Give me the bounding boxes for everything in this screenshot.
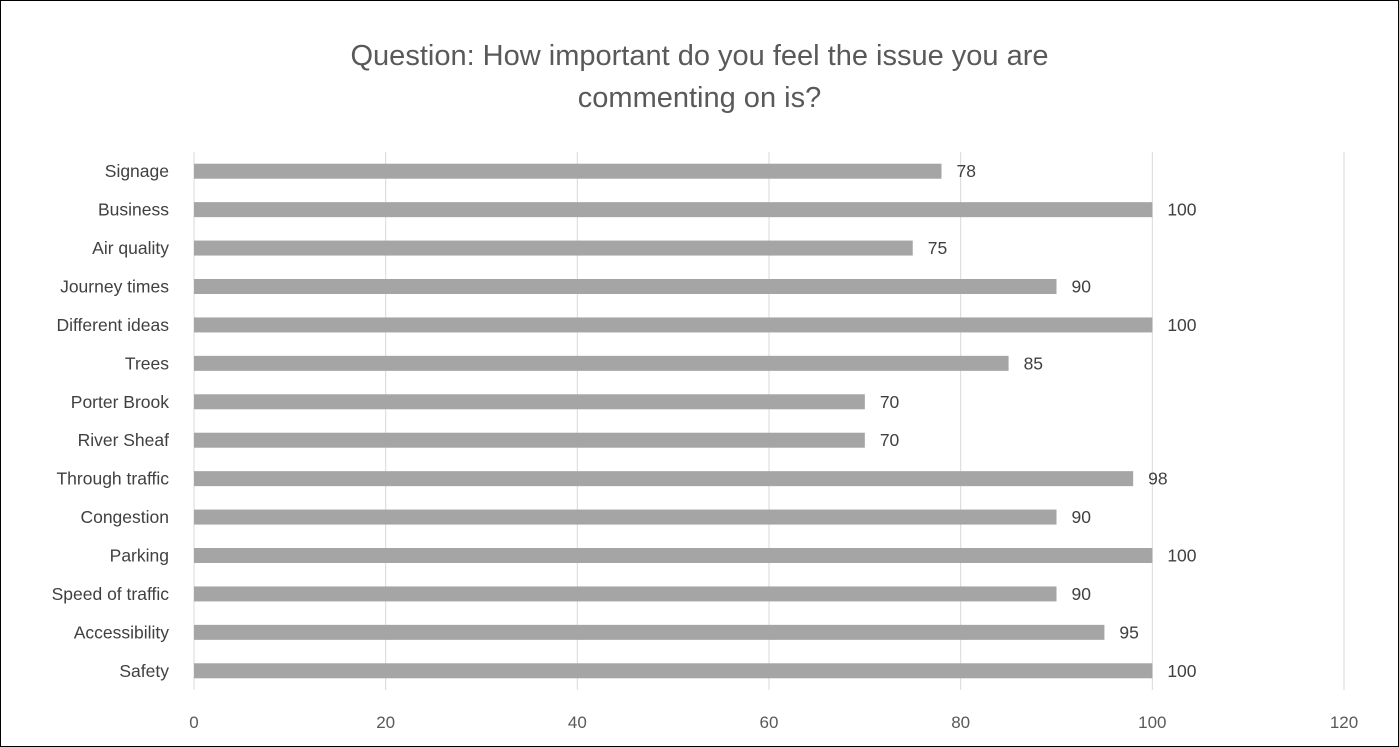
category-label-13: Safety [119,661,169,681]
bar-3 [194,279,1057,294]
data-label-0: 78 [957,161,976,181]
chart-title-line-2: commenting on is? [577,82,822,114]
data-label-10: 100 [1167,546,1196,566]
category-label-5: Trees [125,353,169,373]
x-tick-label-0: 0 [189,713,198,732]
gridlines [193,152,1345,690]
chart-title: Question: How important do you feel the … [1,35,1398,119]
x-tick-labels: 0 20 40 60 80 100 120 [189,713,1358,732]
bar-13 [194,663,1153,679]
x-tick-label-1: 20 [376,713,395,732]
data-label-12: 95 [1119,622,1138,642]
x-tick-label-2: 40 [568,713,587,732]
data-label-3: 90 [1072,277,1092,297]
bar-11 [194,586,1057,602]
category-label-7: River Sheaf [78,430,170,450]
bar-4 [194,317,1153,333]
category-labels: Signage Business Air quality Journey times D… [52,161,170,681]
category-label-11: Speed of traffic [52,584,170,604]
bar-9 [194,509,1057,525]
data-label-5: 85 [1024,353,1043,373]
chart-title-line-1: Question: How important do you feel the … [350,40,1049,72]
data-labels: 78 100 75 90 100 85 70 70 98 90 100 90 95 100 [880,161,1197,681]
bar-1 [194,202,1153,218]
category-label-0: Signage [105,161,169,181]
x-tick-label-4: 80 [951,713,970,732]
category-label-12: Accessibility [74,622,170,642]
bar-0 [194,163,942,179]
bar-6 [194,394,865,410]
bars [194,163,1153,679]
x-tick-label-5: 100 [1138,713,1166,732]
category-label-10: Parking [110,546,169,566]
data-label-2: 75 [928,238,947,258]
data-label-11: 90 [1072,584,1092,604]
category-label-1: Business [98,200,169,220]
category-label-9: Congestion [80,507,169,527]
bar-7 [194,432,865,448]
data-label-1: 100 [1167,200,1196,220]
data-label-7: 70 [880,430,900,450]
data-label-6: 70 [880,392,900,412]
bar-10 [194,548,1153,563]
category-label-6: Porter Brook [71,392,169,412]
category-label-3: Journey times [60,277,169,297]
category-label-2: Air quality [92,238,169,258]
bar-5 [194,355,1009,371]
data-label-4: 100 [1167,315,1196,335]
bar-12 [194,624,1105,640]
category-label-4: Different ideas [56,315,169,335]
category-label-8: Through traffic [56,469,169,489]
x-tick-label-3: 60 [760,713,779,732]
data-label-9: 90 [1072,507,1092,527]
bar-2 [194,240,913,256]
data-label-13: 100 [1167,661,1196,681]
bar-8 [194,471,1134,487]
data-label-8: 98 [1148,469,1167,489]
x-tick-label-6: 120 [1330,713,1358,732]
